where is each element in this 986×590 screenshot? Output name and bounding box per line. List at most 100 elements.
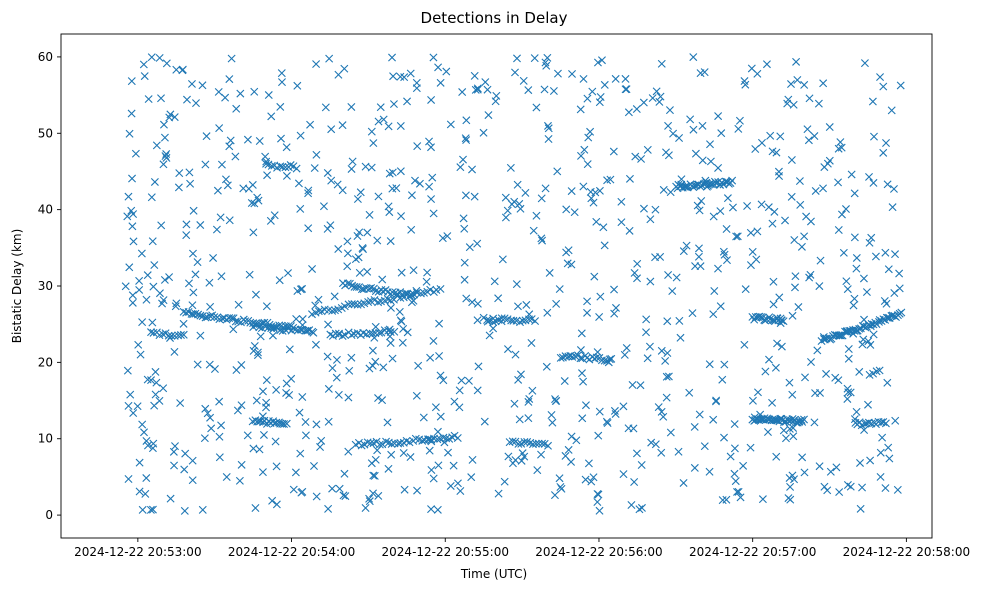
data-point <box>869 330 878 339</box>
data-point <box>262 157 271 166</box>
data-point <box>551 397 560 406</box>
data-point <box>743 201 752 210</box>
data-point <box>210 313 219 322</box>
data-point <box>747 64 756 73</box>
data-point <box>429 209 438 218</box>
data-point <box>262 376 271 385</box>
data-point <box>285 391 294 399</box>
data-point <box>722 256 731 265</box>
data-point <box>188 249 197 258</box>
data-point <box>731 477 740 486</box>
data-point <box>865 172 873 181</box>
data-point <box>572 436 581 445</box>
data-point <box>433 427 442 436</box>
data-point <box>869 178 878 187</box>
data-point <box>547 411 556 419</box>
data-point <box>525 310 534 319</box>
data-point <box>366 439 375 448</box>
data-point <box>850 415 859 424</box>
data-point <box>385 169 394 178</box>
data-point <box>686 115 695 124</box>
data-point <box>262 302 271 311</box>
data-point <box>732 232 741 241</box>
data-point <box>691 262 700 271</box>
data-point <box>501 193 510 202</box>
data-point <box>443 232 452 241</box>
data-point <box>272 385 281 394</box>
data-point <box>560 377 569 386</box>
data-point <box>728 176 737 185</box>
data-point <box>581 475 590 484</box>
data-point <box>148 444 157 453</box>
data-point <box>698 156 707 165</box>
data-point <box>252 396 261 405</box>
data-point <box>191 309 200 318</box>
data-point <box>524 86 533 95</box>
data-point <box>757 200 766 209</box>
data-point <box>895 284 904 293</box>
data-point <box>176 399 185 408</box>
data-point <box>509 316 518 325</box>
data-point <box>128 291 137 300</box>
data-point <box>498 255 507 264</box>
data-point <box>180 465 189 474</box>
data-point <box>497 317 506 326</box>
data-point <box>272 500 281 509</box>
data-point <box>543 121 552 130</box>
data-point <box>427 95 436 104</box>
data-point <box>225 75 234 84</box>
data-point <box>506 163 515 172</box>
data-point <box>544 441 552 450</box>
data-point <box>330 292 339 301</box>
data-point <box>296 204 305 213</box>
data-point <box>584 133 593 142</box>
data-point <box>127 206 136 215</box>
data-point <box>323 352 332 361</box>
data-point <box>143 271 152 280</box>
data-point <box>344 393 353 402</box>
data-point <box>308 264 317 273</box>
data-point <box>387 439 396 448</box>
data-point <box>201 313 210 322</box>
data-point <box>396 72 405 81</box>
data-point <box>636 381 645 390</box>
data-point <box>669 129 678 138</box>
data-point <box>577 151 585 160</box>
data-point <box>221 93 230 102</box>
data-point <box>834 226 843 234</box>
data-point <box>148 505 157 514</box>
data-point <box>138 505 147 514</box>
data-point <box>697 196 706 205</box>
y-tick-label: 0 <box>45 508 53 522</box>
data-point <box>429 474 438 483</box>
data-point <box>374 192 383 201</box>
data-point <box>203 409 212 418</box>
data-point <box>876 73 885 82</box>
data-point <box>834 376 843 385</box>
data-point <box>250 199 259 208</box>
data-point <box>286 161 295 170</box>
data-point <box>693 201 702 210</box>
data-point <box>480 417 489 426</box>
data-point <box>221 175 230 184</box>
data-point <box>244 184 253 193</box>
y-tick-label: 40 <box>38 203 53 217</box>
data-point <box>736 493 745 502</box>
data-point <box>702 182 711 191</box>
data-point <box>369 489 378 498</box>
data-point <box>370 471 379 480</box>
data-point <box>795 177 804 186</box>
data-point <box>788 471 797 480</box>
data-point <box>816 388 825 397</box>
data-point <box>400 485 409 494</box>
x-tick-label: 2024-12-22 20:56:00 <box>535 545 662 559</box>
data-point <box>776 132 785 141</box>
data-point <box>225 216 234 225</box>
data-point <box>159 384 168 393</box>
data-point <box>700 442 709 451</box>
data-point <box>533 466 542 475</box>
data-point <box>298 321 307 330</box>
data-point <box>281 163 290 172</box>
data-point <box>739 461 748 470</box>
data-point <box>310 164 319 173</box>
